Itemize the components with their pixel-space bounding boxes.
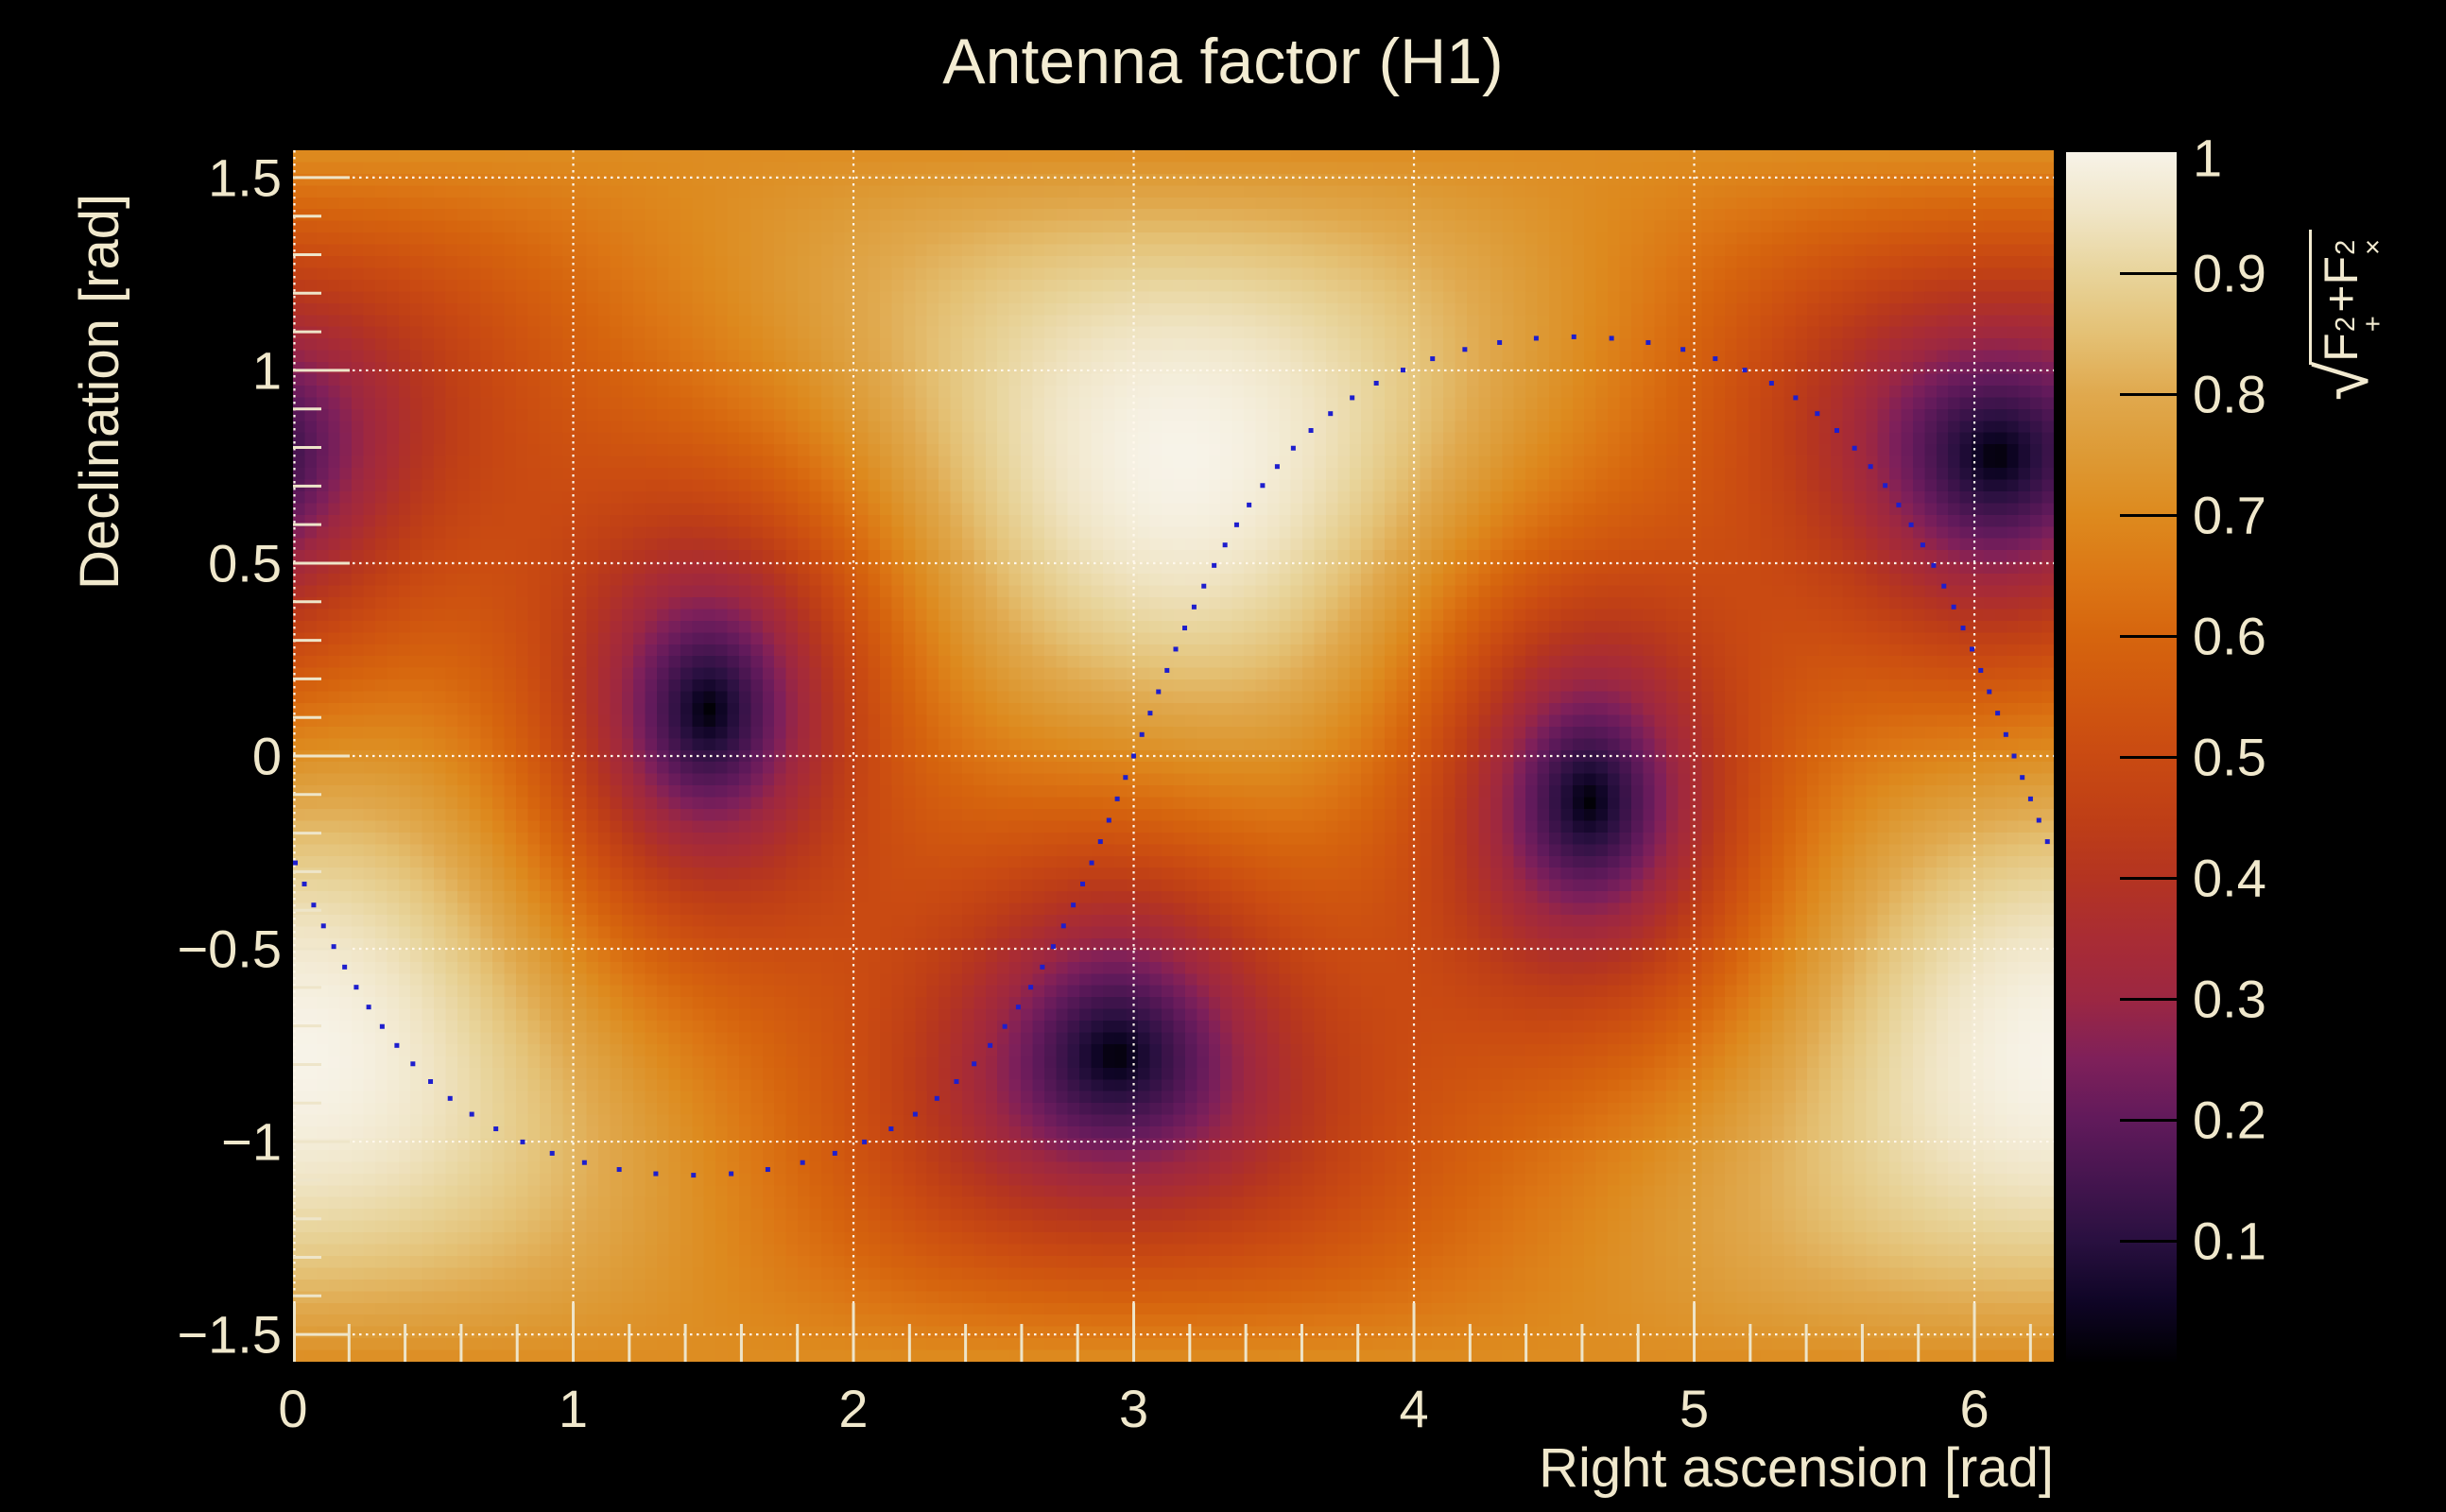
- colorbar-tick: [2120, 513, 2177, 517]
- colorbar-tick-label: 0.3: [2193, 969, 2266, 1029]
- colorbar-tick-label: 1: [2193, 128, 2223, 188]
- y-tick-label: 1.5: [208, 147, 282, 208]
- plus-sign: +: [2315, 284, 2368, 313]
- y-tick-label: 0.5: [208, 533, 282, 593]
- x-tick-label: 0: [278, 1379, 308, 1438]
- colorbar-tick: [2120, 1118, 2177, 1122]
- colorbar-tick: [2120, 392, 2177, 396]
- y-tick-label: −1.5: [177, 1304, 282, 1365]
- colorbar-tick-label: 0.9: [2193, 243, 2266, 303]
- x-tick-label: 6: [1959, 1379, 1990, 1438]
- colorbar-tick: [2120, 634, 2177, 638]
- y-tick-label: −1: [221, 1111, 282, 1172]
- colorbar-tick-label: 0.6: [2193, 606, 2266, 666]
- colorbar-tick: [2120, 876, 2177, 880]
- colorbar-tick-label: 0.4: [2193, 848, 2266, 908]
- colorbar-tick: [2120, 271, 2177, 275]
- chart-title: Antenna factor (H1): [942, 26, 1504, 97]
- x-tick-label: 2: [838, 1379, 869, 1438]
- x-tick-label: 3: [1118, 1379, 1149, 1438]
- colorbar-title: √F 2 + +F 2 ×: [2303, 230, 2388, 401]
- colorbar-tick-label: 0.1: [2193, 1211, 2266, 1271]
- f-cross-superscript: 2: [2330, 239, 2361, 255]
- y-tick-label: 0: [251, 726, 282, 786]
- f-cross-symbol: F: [2315, 255, 2368, 285]
- sqrt-radical-sign: √: [2302, 361, 2383, 401]
- colorbar-tick-label: 0.2: [2193, 1090, 2266, 1150]
- colorbar-tick-label: 0.8: [2193, 364, 2266, 424]
- heatmap-canvas: [293, 150, 2054, 1362]
- x-tick-label: 1: [558, 1379, 589, 1438]
- f-plus-symbol: F: [2315, 333, 2368, 362]
- colorbar-tick: [2120, 997, 2177, 1001]
- f-plus-superscript: 2: [2330, 316, 2361, 333]
- f-plus-scripts: 2 +: [2330, 316, 2388, 333]
- y-tick-label: 1: [251, 340, 282, 401]
- x-tick-label: 4: [1399, 1379, 1429, 1438]
- sqrt-radicand: F 2 + +F 2 ×: [2309, 230, 2388, 365]
- y-axis-title: Declination [rad]: [69, 193, 130, 590]
- colorbar-tick-label: 0.5: [2193, 727, 2266, 787]
- f-plus-subscript: +: [2357, 316, 2388, 333]
- x-tick-label: 5: [1679, 1379, 1710, 1438]
- colorbar-tick: [2120, 755, 2177, 759]
- y-tick-label: −0.5: [177, 919, 282, 979]
- f-cross-subscript: ×: [2357, 238, 2388, 255]
- colorbar-tick-label: 0.7: [2193, 485, 2266, 545]
- x-axis-title: Right ascension [rad]: [1539, 1437, 2054, 1499]
- f-cross-scripts: 2 ×: [2330, 238, 2388, 255]
- colorbar-tick: [2120, 1239, 2177, 1243]
